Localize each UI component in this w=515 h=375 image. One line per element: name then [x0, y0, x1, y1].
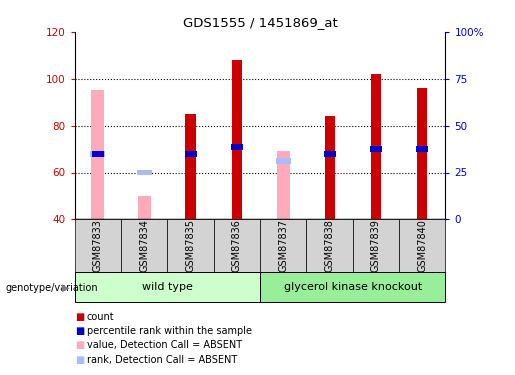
Bar — [260, 219, 306, 272]
Bar — [231, 144, 243, 150]
Bar — [306, 219, 353, 272]
Text: ■: ■ — [75, 312, 84, 322]
Text: GSM87839: GSM87839 — [371, 219, 381, 272]
Text: ■: ■ — [75, 355, 84, 364]
Bar — [138, 196, 151, 219]
Bar — [324, 116, 335, 219]
Text: percentile rank within the sample: percentile rank within the sample — [87, 326, 251, 336]
Text: ■: ■ — [75, 326, 84, 336]
Bar — [370, 146, 382, 152]
Text: ▶: ▶ — [62, 283, 70, 292]
Text: count: count — [87, 312, 114, 322]
Bar — [121, 219, 167, 272]
Bar — [371, 74, 381, 219]
Bar — [323, 151, 336, 157]
Bar — [91, 90, 105, 219]
Text: GSM87838: GSM87838 — [324, 219, 335, 272]
Bar — [185, 114, 196, 219]
Bar — [167, 219, 214, 272]
Bar — [92, 151, 104, 157]
Bar — [416, 146, 428, 152]
Bar — [214, 219, 260, 272]
Bar — [91, 151, 105, 157]
Text: ■: ■ — [75, 340, 84, 350]
Text: GSM87840: GSM87840 — [417, 219, 427, 272]
Text: value, Detection Call = ABSENT: value, Detection Call = ABSENT — [87, 340, 242, 350]
Bar — [75, 272, 260, 302]
Bar — [276, 158, 290, 164]
Text: GSM87835: GSM87835 — [185, 219, 196, 272]
Text: genotype/variation: genotype/variation — [5, 283, 98, 292]
Bar — [184, 151, 197, 157]
Text: wild type: wild type — [142, 282, 193, 292]
Bar — [353, 219, 399, 272]
Text: GSM87834: GSM87834 — [139, 219, 149, 272]
Text: GSM87836: GSM87836 — [232, 219, 242, 272]
Bar — [260, 272, 445, 302]
Bar — [399, 219, 445, 272]
Bar — [232, 60, 242, 219]
Text: GSM87833: GSM87833 — [93, 219, 103, 272]
Text: GSM87837: GSM87837 — [278, 219, 288, 272]
Title: GDS1555 / 1451869_at: GDS1555 / 1451869_at — [183, 16, 337, 29]
Bar — [137, 170, 151, 176]
Text: glycerol kinase knockout: glycerol kinase knockout — [284, 282, 422, 292]
Text: rank, Detection Call = ABSENT: rank, Detection Call = ABSENT — [87, 355, 237, 364]
Bar — [417, 88, 427, 219]
Bar — [75, 219, 121, 272]
Bar — [277, 152, 290, 219]
